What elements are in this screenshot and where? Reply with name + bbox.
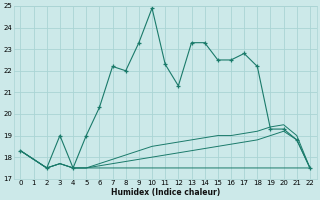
X-axis label: Humidex (Indice chaleur): Humidex (Indice chaleur) [111, 188, 220, 197]
